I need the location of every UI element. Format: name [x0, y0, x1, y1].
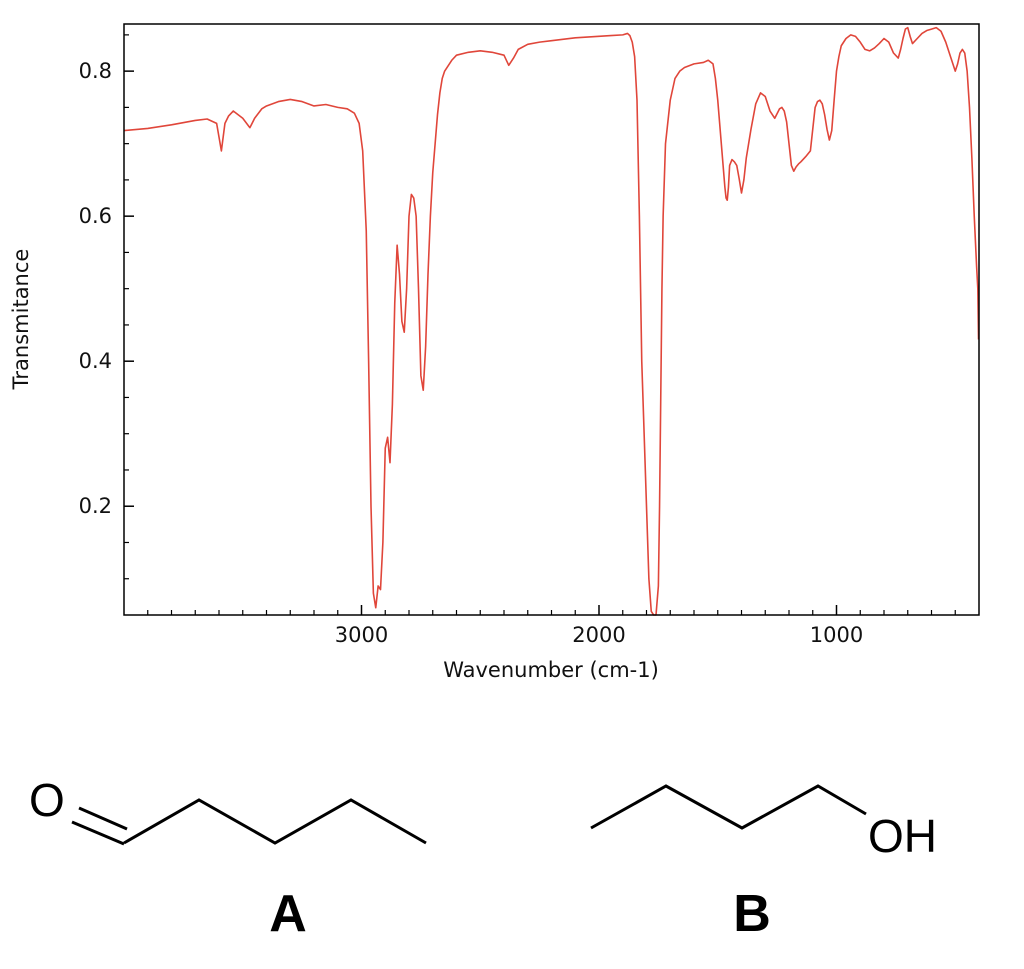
molecule-b-carbon-chain [590, 784, 867, 830]
plot-frame [123, 23, 980, 616]
molecule-b-structure: OH B [590, 784, 937, 943]
y-tick-label: 0.8 [79, 59, 112, 83]
y-tick-label: 0.2 [79, 494, 112, 518]
spectrum-line [123, 26, 980, 616]
ir-spectrum-chart: 0.8 0.6 0.4 0.2 3000 2000 1000 Wavenumber (cm… [9, 23, 980, 682]
molecule-a-oxygen-label: O [29, 774, 65, 826]
x-tick-label: 2000 [572, 623, 625, 647]
molecule-b-hydroxyl-label: OH [868, 810, 937, 862]
x-tick-label: 3000 [335, 623, 388, 647]
y-tick-label: 0.4 [79, 349, 112, 373]
compound-a-label: A [269, 885, 307, 943]
y-axis-title: Transmitance [9, 249, 33, 391]
y-axis-ticks [124, 34, 134, 580]
y-axis-tick-labels: 0.8 0.6 0.4 0.2 [79, 59, 112, 518]
carbonyl-bond-inner [78, 806, 128, 831]
y-tick-label: 0.6 [79, 204, 112, 228]
x-tick-label: 1000 [810, 623, 863, 647]
x-axis-tick-labels: 3000 2000 1000 [335, 623, 863, 647]
molecule-a-carbon-chain [123, 798, 427, 845]
carbonyl-bond-outer [71, 820, 125, 846]
x-axis-ticks [147, 605, 956, 615]
x-axis-title: Wavenumber (cm-1) [443, 658, 659, 682]
compound-b-label: B [733, 885, 771, 943]
molecule-a-structure: O A [29, 774, 427, 943]
